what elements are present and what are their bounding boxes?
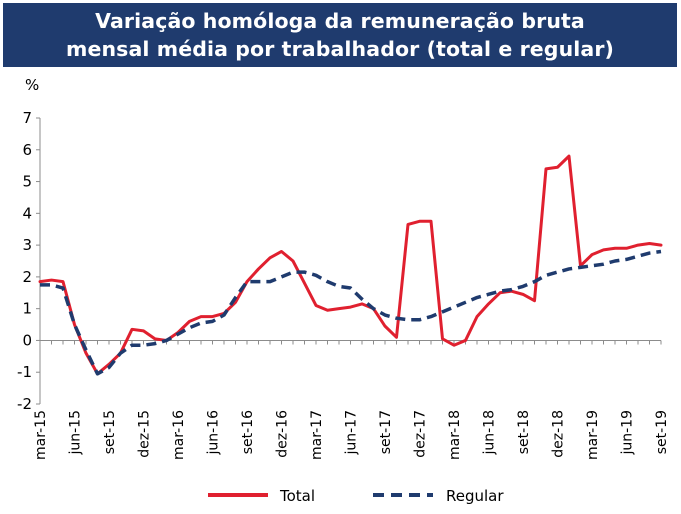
y-tick-label: 7 bbox=[22, 109, 32, 127]
x-tick-label: mar-16 bbox=[171, 410, 187, 460]
x-tick-label: set-16 bbox=[240, 410, 256, 454]
y-axis-unit-label: % bbox=[25, 76, 39, 94]
x-tick-label: jun-15 bbox=[68, 410, 84, 456]
y-tick-label: -1 bbox=[17, 363, 32, 381]
y-tick-label: -2 bbox=[17, 395, 32, 413]
legend-label-total: Total bbox=[279, 487, 315, 505]
x-tick-label: mar-19 bbox=[585, 410, 601, 460]
y-tick-label: 1 bbox=[22, 300, 32, 318]
x-tick-label: mar-15 bbox=[33, 410, 49, 460]
x-axis-ticks: mar-15 jun-15 set-15 dez-15 mar-16 jun-16 set-… bbox=[33, 340, 670, 460]
x-tick-label: set-18 bbox=[516, 410, 532, 454]
x-tick-label: jun-19 bbox=[620, 410, 636, 456]
series-line-total bbox=[38, 154, 663, 376]
x-tick-label: dez-15 bbox=[137, 410, 153, 458]
x-tick-label: mar-18 bbox=[447, 410, 463, 460]
legend: Total Regular bbox=[208, 487, 504, 505]
series-lines bbox=[38, 154, 663, 376]
y-tick-label: 2 bbox=[22, 268, 32, 286]
x-tick-label: dez-17 bbox=[413, 410, 429, 458]
y-tick-label: 4 bbox=[22, 204, 32, 222]
x-tick-label: set-19 bbox=[654, 410, 670, 454]
chart-title-banner: Variação homóloga da remuneração bruta m… bbox=[3, 3, 677, 67]
x-tick-label: dez-18 bbox=[551, 410, 567, 458]
chart-title-line-2: mensal média por trabalhador (total e re… bbox=[65, 37, 615, 61]
x-tick-label: jun-18 bbox=[482, 410, 498, 456]
chart-title-line-1: Variação homóloga da remuneração bruta bbox=[95, 9, 585, 33]
x-tick-label: jun-17 bbox=[344, 410, 360, 456]
y-axis-ticks: -2 -1 0 1 2 3 4 5 6 7 bbox=[17, 109, 40, 413]
x-tick-label: dez-16 bbox=[275, 410, 291, 458]
y-tick-label: 6 bbox=[22, 141, 32, 159]
x-tick-label: set-17 bbox=[378, 410, 394, 454]
series-line-regular bbox=[40, 249, 662, 376]
legend-label-regular: Regular bbox=[446, 487, 504, 505]
axes bbox=[39, 118, 661, 404]
y-tick-label: 5 bbox=[22, 173, 32, 191]
x-tick-label: set-15 bbox=[102, 410, 118, 454]
y-tick-label: 0 bbox=[22, 331, 32, 349]
x-tick-label: jun-16 bbox=[206, 410, 222, 456]
x-tick-label: mar-17 bbox=[309, 410, 325, 460]
y-tick-label: 3 bbox=[22, 236, 32, 254]
